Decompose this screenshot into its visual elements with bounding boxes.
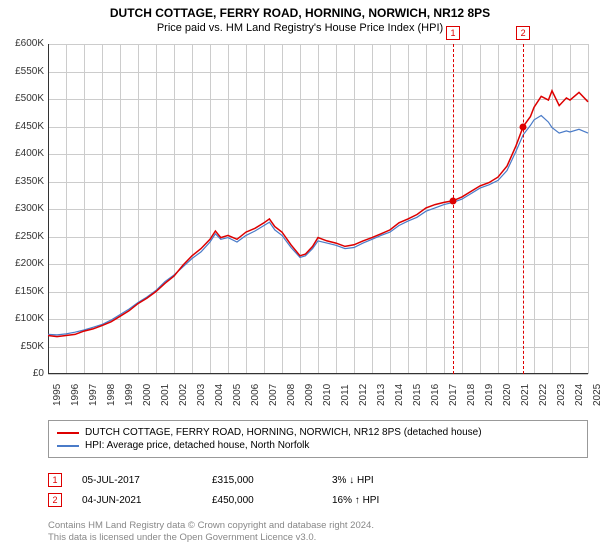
x-tick-label: 2007 — [268, 384, 279, 406]
x-tick-label: 2002 — [178, 384, 189, 406]
y-tick-label: £350K — [2, 176, 44, 187]
x-tick-label: 2008 — [286, 384, 297, 406]
marker-vline — [523, 44, 524, 374]
marker-date: 05-JUL-2017 — [82, 475, 192, 486]
y-tick-label: £50K — [2, 341, 44, 352]
marker-table-row: 1 05-JUL-2017 £315,000 3% ↓ HPI — [48, 470, 588, 490]
marker-box: 2 — [516, 26, 530, 40]
y-tick-label: £400K — [2, 148, 44, 159]
marker-id-box: 2 — [48, 493, 62, 507]
x-tick-label: 2021 — [520, 384, 531, 406]
markers-table: 1 05-JUL-2017 £315,000 3% ↓ HPI 2 04-JUN-2021… — [48, 470, 588, 510]
y-tick-label: £550K — [2, 66, 44, 77]
x-tick-label: 1997 — [88, 384, 99, 406]
x-tick-label: 2012 — [358, 384, 369, 406]
x-tick-label: 1995 — [52, 384, 63, 406]
marker-diff: 16% ↑ HPI — [332, 495, 379, 506]
x-tick-label: 2025 — [592, 384, 600, 406]
chart-container: DUTCH COTTAGE, FERRY ROAD, HORNING, NORW… — [0, 0, 600, 560]
x-tick-label: 2020 — [502, 384, 513, 406]
y-tick-label: £300K — [2, 203, 44, 214]
marker-box: 1 — [446, 26, 460, 40]
y-tick-label: £0 — [2, 368, 44, 379]
x-tick-label: 2015 — [412, 384, 423, 406]
footnote-line-1: Contains HM Land Registry data © Crown c… — [48, 520, 374, 531]
footnote-line-2: This data is licensed under the Open Gov… — [48, 532, 316, 543]
x-tick-label: 1999 — [124, 384, 135, 406]
x-tick-label: 2003 — [196, 384, 207, 406]
x-tick-label: 1996 — [70, 384, 81, 406]
legend-label: DUTCH COTTAGE, FERRY ROAD, HORNING, NORW… — [85, 427, 482, 438]
x-tick-label: 2022 — [538, 384, 549, 406]
marker-vline — [453, 44, 454, 374]
plot-svg — [48, 44, 588, 374]
x-tick-label: 2016 — [430, 384, 441, 406]
chart-subtitle: Price paid vs. HM Land Registry's House … — [0, 20, 600, 38]
x-tick-label: 2019 — [484, 384, 495, 406]
marker-dot — [520, 123, 527, 130]
x-tick-label: 2011 — [340, 384, 351, 406]
x-tick-label: 2013 — [376, 384, 387, 406]
x-tick-label: 2009 — [304, 384, 315, 406]
y-tick-label: £100K — [2, 313, 44, 324]
y-tick-label: £500K — [2, 93, 44, 104]
legend-box: DUTCH COTTAGE, FERRY ROAD, HORNING, NORW… — [48, 420, 588, 458]
chart-title: DUTCH COTTAGE, FERRY ROAD, HORNING, NORW… — [0, 0, 600, 20]
x-tick-label: 2010 — [322, 384, 333, 406]
x-tick-label: 2017 — [448, 384, 459, 406]
x-tick-label: 2024 — [574, 384, 585, 406]
x-tick-label: 2006 — [250, 384, 261, 406]
y-tick-label: £450K — [2, 121, 44, 132]
marker-id-box: 1 — [48, 473, 62, 487]
chart-area: 12 — [48, 44, 588, 374]
y-tick-label: £600K — [2, 38, 44, 49]
x-tick-label: 2014 — [394, 384, 405, 406]
series-line — [48, 91, 588, 337]
marker-table-row: 2 04-JUN-2021 £450,000 16% ↑ HPI — [48, 490, 588, 510]
series-line — [48, 116, 588, 335]
y-tick-label: £200K — [2, 258, 44, 269]
x-tick-label: 2018 — [466, 384, 477, 406]
marker-diff: 3% ↓ HPI — [332, 475, 374, 486]
x-tick-label: 1998 — [106, 384, 117, 406]
legend-row: DUTCH COTTAGE, FERRY ROAD, HORNING, NORW… — [57, 426, 579, 439]
y-tick-label: £250K — [2, 231, 44, 242]
x-tick-label: 2023 — [556, 384, 567, 406]
x-tick-label: 2004 — [214, 384, 225, 406]
x-tick-label: 2005 — [232, 384, 243, 406]
legend-swatch — [57, 432, 79, 434]
marker-price: £450,000 — [212, 495, 312, 506]
legend-label: HPI: Average price, detached house, Nort… — [85, 440, 309, 451]
footnote: Contains HM Land Registry data © Crown c… — [48, 520, 588, 545]
marker-date: 04-JUN-2021 — [82, 495, 192, 506]
x-tick-label: 2000 — [142, 384, 153, 406]
marker-price: £315,000 — [212, 475, 312, 486]
legend-row: HPI: Average price, detached house, Nort… — [57, 439, 579, 452]
legend-swatch — [57, 445, 79, 447]
y-tick-label: £150K — [2, 286, 44, 297]
x-tick-label: 2001 — [160, 384, 171, 406]
marker-dot — [450, 197, 457, 204]
